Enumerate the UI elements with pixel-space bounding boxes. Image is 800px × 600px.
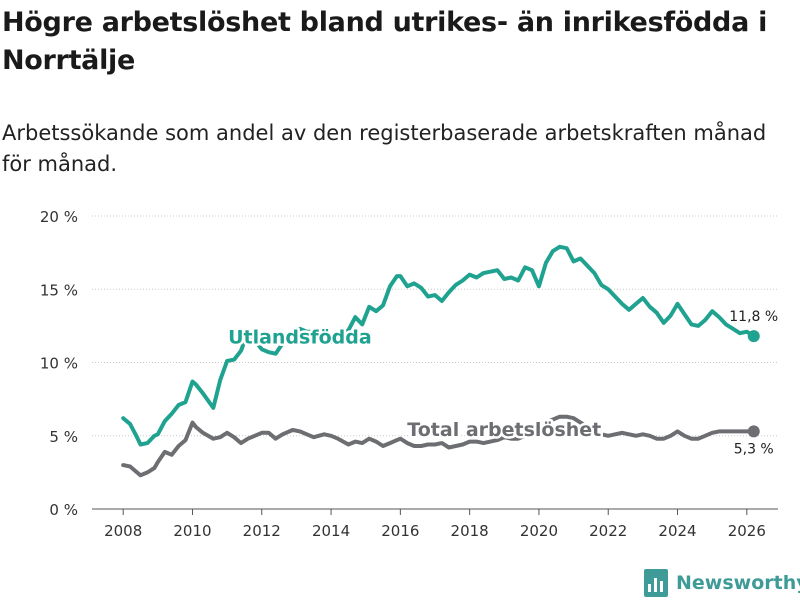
x-tick-label: 2026 xyxy=(728,522,766,540)
y-tick-label: 15 % xyxy=(40,281,78,299)
x-tick-label: 2012 xyxy=(243,522,281,540)
x-tick-label: 2008 xyxy=(104,522,142,540)
x-tick-label: 2022 xyxy=(589,522,627,540)
series-end-label: 5,3 % xyxy=(734,441,774,457)
series-lines xyxy=(121,244,760,478)
y-axis-ticks: 0 % 5 % 10 % 15 % 20 % xyxy=(40,208,78,519)
x-tick-label: 2014 xyxy=(312,522,350,540)
x-tick-label: 2018 xyxy=(451,522,489,540)
line-chart: 0 %5 %10 %15 %20 % 2008 2010 2012 2014 2016 2… xyxy=(40,208,779,540)
x-tick-label: 2024 xyxy=(658,522,696,540)
brand-name: Newsworthy xyxy=(676,572,800,594)
x-tick-label: 2020 xyxy=(520,522,558,540)
x-tick-label: 2010 xyxy=(173,522,211,540)
series-end-point xyxy=(747,425,760,438)
chart-subtitle: Arbetssökande som andel av den registerb… xyxy=(2,121,767,176)
series-line-1 xyxy=(121,414,756,478)
y-tick-label: 10 % xyxy=(40,355,78,373)
y-tick-label: 20 % xyxy=(40,208,78,226)
series-name-label: Total arbetslöshet xyxy=(407,419,601,441)
series-name-label: Utlandsfödda xyxy=(228,326,372,348)
y-tick-label: 0 % xyxy=(49,501,78,519)
series-line-0 xyxy=(121,244,756,447)
series-end-point xyxy=(747,330,760,343)
chart-title: Högre arbetslöshet bland utrikes- än inr… xyxy=(2,7,768,76)
gridlines xyxy=(92,215,778,510)
x-axis-ticks: 2008 2010 2012 2014 2016 2018 2020 2022 2024 2026 xyxy=(104,509,766,540)
series-labels: 11,8 % Utlandsfödda 5,3 % Total arbetslöshe… xyxy=(226,309,779,457)
y-tick-label: 5 % xyxy=(49,428,78,446)
series-end-label: 11,8 % xyxy=(729,309,778,325)
bar-chart-icon xyxy=(644,569,668,597)
x-tick-label: 2016 xyxy=(381,522,419,540)
newsworthy-logo[interactable]: Newsworthy xyxy=(644,568,800,598)
